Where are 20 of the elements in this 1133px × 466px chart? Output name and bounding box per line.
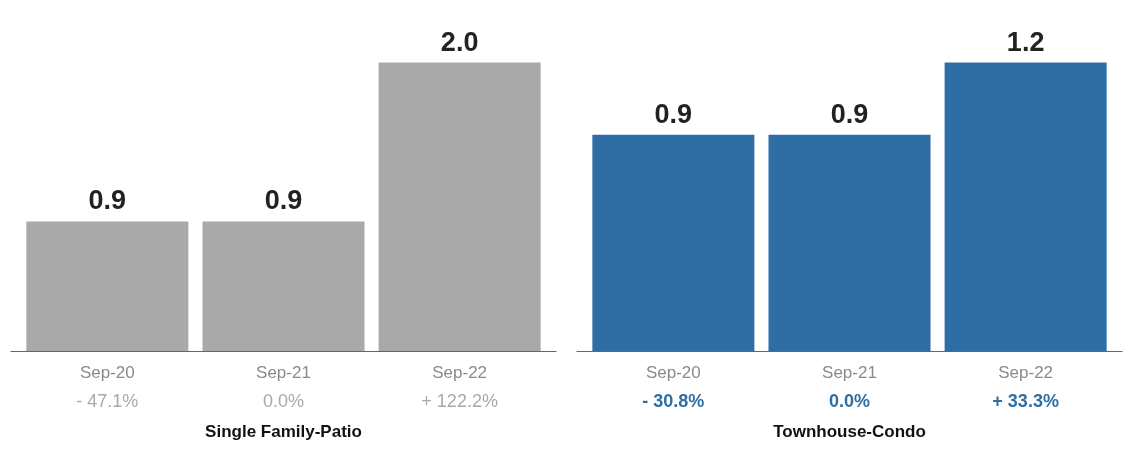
text: + 33.3%: [992, 390, 1059, 411]
data-label: 0.9: [264, 185, 303, 216]
x-tick-label: Sep-22: [998, 362, 1054, 382]
text: - 30.8%: [642, 390, 705, 411]
text: 0.0%: [262, 390, 305, 411]
data-label: 0.9: [88, 185, 127, 216]
data-label: 0.9: [830, 98, 869, 129]
data-label: 1.2: [1006, 26, 1045, 57]
x-tick-label: Sep-21: [256, 362, 311, 382]
x-tick-label: Sep-20: [79, 362, 135, 382]
data-label: 2.0: [440, 26, 479, 57]
x-tick-label: Sep-20: [645, 362, 701, 382]
x-tick-label: Sep-22: [432, 362, 488, 382]
data-label: 0.9: [654, 98, 693, 129]
x-tick-label: Sep-21: [822, 362, 877, 382]
x-axis-title: Townhouse-Condo: [773, 421, 926, 441]
x-axis-title: Single Family-Patio: [205, 421, 362, 441]
text: + 122.2%: [421, 390, 498, 411]
text: 0.0%: [828, 390, 871, 411]
text: - 47.1%: [76, 390, 139, 411]
